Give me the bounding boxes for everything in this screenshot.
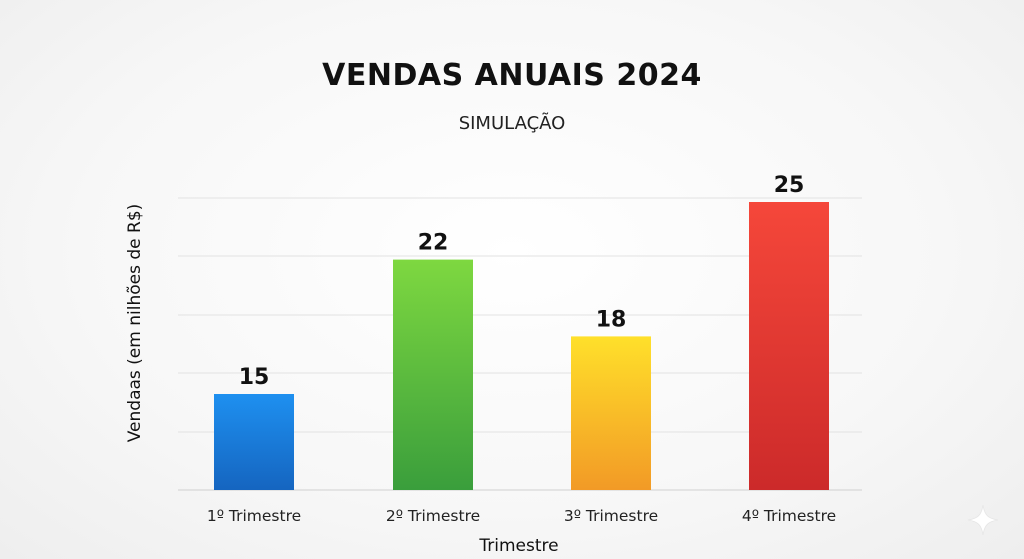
bar-value-label: 25 [774,173,805,198]
bars [214,202,829,490]
bar-value-label: 18 [596,307,627,332]
x-tick-label: 1º Trimestre [207,507,301,525]
sparkle-icon [967,504,999,536]
chart-title: VENDAS ANUAIS 2024 [322,58,702,93]
x-axis-label: Trimestre [478,536,558,556]
y-axis-label: Vendaas (em nilhões de R$) [125,204,145,443]
bar-value-label: 22 [418,231,449,256]
x-tick-labels: 1º Trimestre 2º Trimestre 3º Trimestre 4º T… [207,507,836,525]
bar-value-label: 15 [239,365,270,390]
bar-3 [571,336,651,490]
x-tick-label: 4º Trimestre [742,507,836,525]
bar-4 [749,202,829,490]
bar-2 [393,259,473,490]
x-tick-label: 3º Trimestre [564,507,658,525]
x-tick-label: 2º Trimestre [386,507,480,525]
chart-subtitle: SIMULAÇÃO [458,113,566,134]
bar-1 [214,394,294,490]
data-labels: 15 22 18 25 [239,173,805,390]
